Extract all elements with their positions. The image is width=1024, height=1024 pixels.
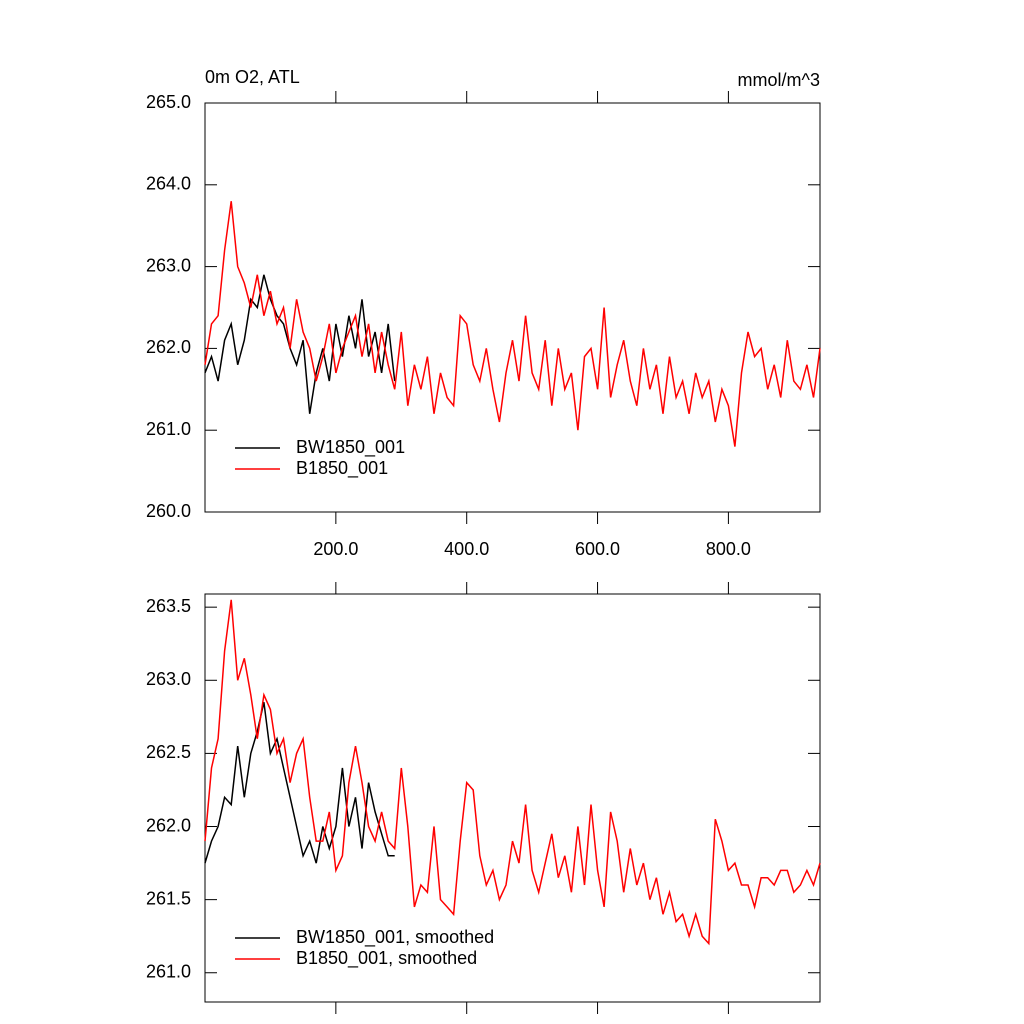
legend-label: B1850_001, smoothed (296, 948, 477, 969)
series-line (204, 201, 821, 447)
y-tick-label: 261.5 (146, 888, 191, 908)
y-tick-label: 262.0 (146, 815, 191, 835)
y-tick-label: 263.0 (146, 255, 191, 275)
y-tick-label: 260.0 (146, 501, 191, 521)
y-tick-label: 261.0 (146, 962, 191, 982)
legend-label: B1850_001 (296, 458, 388, 479)
plot-frame (204, 102, 821, 513)
y-tick-label: 264.0 (146, 174, 191, 194)
series-line (204, 702, 395, 864)
legend-label: BW1850_001 (296, 437, 405, 458)
legend-label: BW1850_001, smoothed (296, 927, 494, 948)
series-line (204, 274, 396, 414)
x-tick-label: 600.0 (575, 539, 620, 559)
y-tick-label: 261.0 (146, 419, 191, 439)
units-label: mmol/m^3 (738, 70, 820, 90)
y-tick-label: 263.5 (146, 596, 191, 616)
series-line (204, 599, 821, 946)
y-tick-label: 263.0 (146, 669, 191, 689)
x-tick-label: 800.0 (706, 539, 751, 559)
y-tick-label: 262.0 (146, 337, 191, 357)
chart-title: 0m O2, ATL (205, 67, 300, 87)
x-tick-label: 200.0 (313, 539, 358, 559)
y-tick-label: 262.5 (146, 742, 191, 762)
plot-frame (204, 593, 821, 1003)
x-tick-label: 400.0 (444, 539, 489, 559)
y-tick-label: 265.0 (146, 92, 191, 112)
